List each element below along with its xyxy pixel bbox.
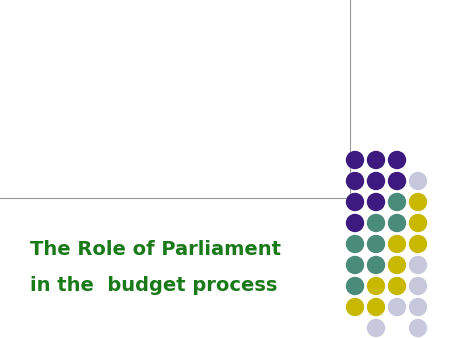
Circle shape <box>368 319 384 337</box>
Circle shape <box>346 236 364 252</box>
Circle shape <box>346 298 364 315</box>
Text: in the  budget process: in the budget process <box>30 276 277 295</box>
Circle shape <box>410 172 427 190</box>
Circle shape <box>368 236 384 252</box>
Circle shape <box>388 172 405 190</box>
Circle shape <box>368 215 384 232</box>
Circle shape <box>410 298 427 315</box>
Circle shape <box>346 193 364 211</box>
Circle shape <box>368 277 384 294</box>
Circle shape <box>368 151 384 169</box>
Circle shape <box>346 172 364 190</box>
Circle shape <box>410 277 427 294</box>
Circle shape <box>410 215 427 232</box>
Circle shape <box>388 236 405 252</box>
Circle shape <box>368 172 384 190</box>
Circle shape <box>368 298 384 315</box>
Circle shape <box>346 277 364 294</box>
Circle shape <box>388 193 405 211</box>
Circle shape <box>368 193 384 211</box>
Circle shape <box>388 215 405 232</box>
Circle shape <box>410 193 427 211</box>
Circle shape <box>346 215 364 232</box>
Circle shape <box>388 277 405 294</box>
Circle shape <box>388 257 405 273</box>
Text: The Role of Parliament: The Role of Parliament <box>30 240 281 259</box>
Circle shape <box>388 151 405 169</box>
Circle shape <box>410 319 427 337</box>
Circle shape <box>346 151 364 169</box>
Circle shape <box>368 257 384 273</box>
Circle shape <box>410 257 427 273</box>
Circle shape <box>388 298 405 315</box>
Circle shape <box>410 236 427 252</box>
Circle shape <box>346 257 364 273</box>
